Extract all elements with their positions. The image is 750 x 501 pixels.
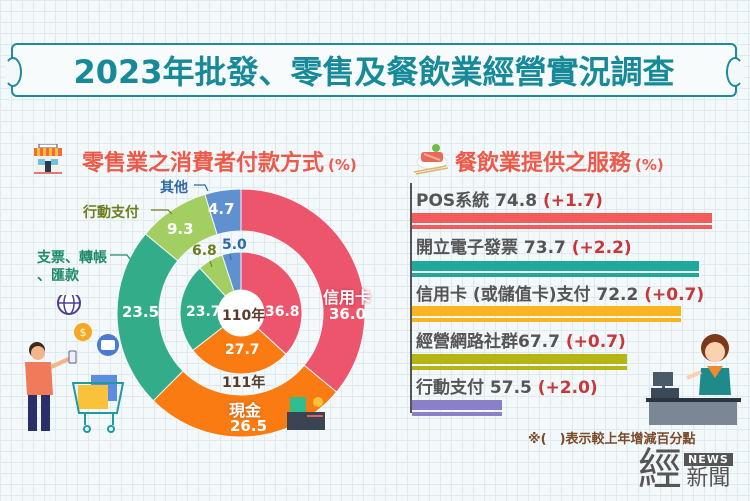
value-inner-mobile: 6.8	[192, 243, 217, 259]
bar-label-mobile: 行動支付 57.5 (+2.0)	[416, 378, 598, 398]
bar-invoice-underline	[412, 273, 699, 277]
bar-label-card: 信用卡 (或儲值卡)支付 72.2 (+0.7)	[416, 285, 705, 305]
outer-slice-0	[240, 188, 366, 393]
label-check-line1: 支票、轉帳	[37, 250, 107, 266]
svg-text:$: $	[80, 326, 87, 339]
outer-year-label: 111年	[222, 375, 266, 391]
inner-slice-0	[240, 251, 303, 355]
value-outer-mobile: 9.3	[167, 220, 194, 238]
store-icon	[34, 144, 62, 174]
restaurant-services-title-text: 餐飲業提供之服務	[455, 151, 632, 176]
bar-pos	[412, 213, 712, 223]
bar-card-underline	[412, 318, 681, 322]
value-outer-credit: 36.0	[329, 305, 367, 323]
dollar-icon	[74, 323, 92, 341]
retail-payment-title-text: 零售業之消費者付款方式	[82, 151, 325, 176]
outer-slice-4	[204, 188, 242, 236]
logo-small: 新聞	[686, 466, 731, 491]
leader-lines	[110, 184, 232, 268]
value-inner-check: 23.7	[186, 304, 221, 320]
bar-label-social: 經營網路社群67.7 (+0.7)	[416, 332, 626, 352]
bar-label-pos: POS系統 74.8 (+1.7)	[416, 191, 603, 211]
globe-icon	[57, 295, 81, 315]
label-other: 其他	[160, 180, 188, 196]
bar-mobile-underline	[412, 412, 502, 416]
logo-char: 經	[638, 444, 682, 495]
label-mobile: 行動支付	[83, 205, 139, 221]
value-outer-cash: 26.5	[230, 417, 268, 435]
title-banner: 2023年批發、零售及餐飲業經營實況調查	[4, 43, 744, 97]
unit-label: (%)	[328, 156, 357, 174]
bar-pos-underline	[412, 225, 712, 229]
label-credit: 信用卡	[323, 288, 372, 307]
bar-label-invoice: 開立電子發票 73.7 (+2.2)	[416, 238, 632, 258]
shopper-illustration: $	[25, 295, 125, 433]
page-title: 2023年批發、零售及餐飲業經營實況調查	[73, 53, 675, 91]
value-outer-other: 4.7	[208, 200, 235, 218]
bar-chart-axis	[410, 183, 412, 413]
label-cash: 現金	[229, 401, 262, 420]
econews-logo: 經 NEWS 新聞	[638, 448, 733, 492]
unit-label: (%)	[635, 156, 664, 174]
bar-mobile	[412, 400, 502, 410]
restaurant-services-title: 餐飲業提供之服務 (%)	[455, 145, 664, 177]
bar-card	[412, 306, 681, 316]
value-outer-check: 23.5	[122, 303, 160, 321]
value-inner-other: 5.0	[222, 237, 247, 253]
change-note: ※( )表示較上年增減百分點	[528, 432, 696, 447]
food-dish-icon	[413, 144, 449, 175]
retail-payment-title: 零售業之消費者付款方式 (%)	[82, 145, 357, 177]
inner-year-label: 110年	[222, 308, 266, 324]
value-inner-credit: 36.8	[265, 304, 300, 320]
cashier-illustration	[646, 334, 741, 425]
wallet-icon	[287, 397, 325, 430]
logo-news: NEWS	[684, 453, 733, 466]
bar-social	[412, 354, 627, 364]
bar-social-underline	[412, 366, 627, 370]
value-inner-cash: 27.7	[225, 342, 260, 358]
bar-invoice	[412, 261, 699, 271]
label-check-line2: 、匯款	[37, 268, 79, 284]
